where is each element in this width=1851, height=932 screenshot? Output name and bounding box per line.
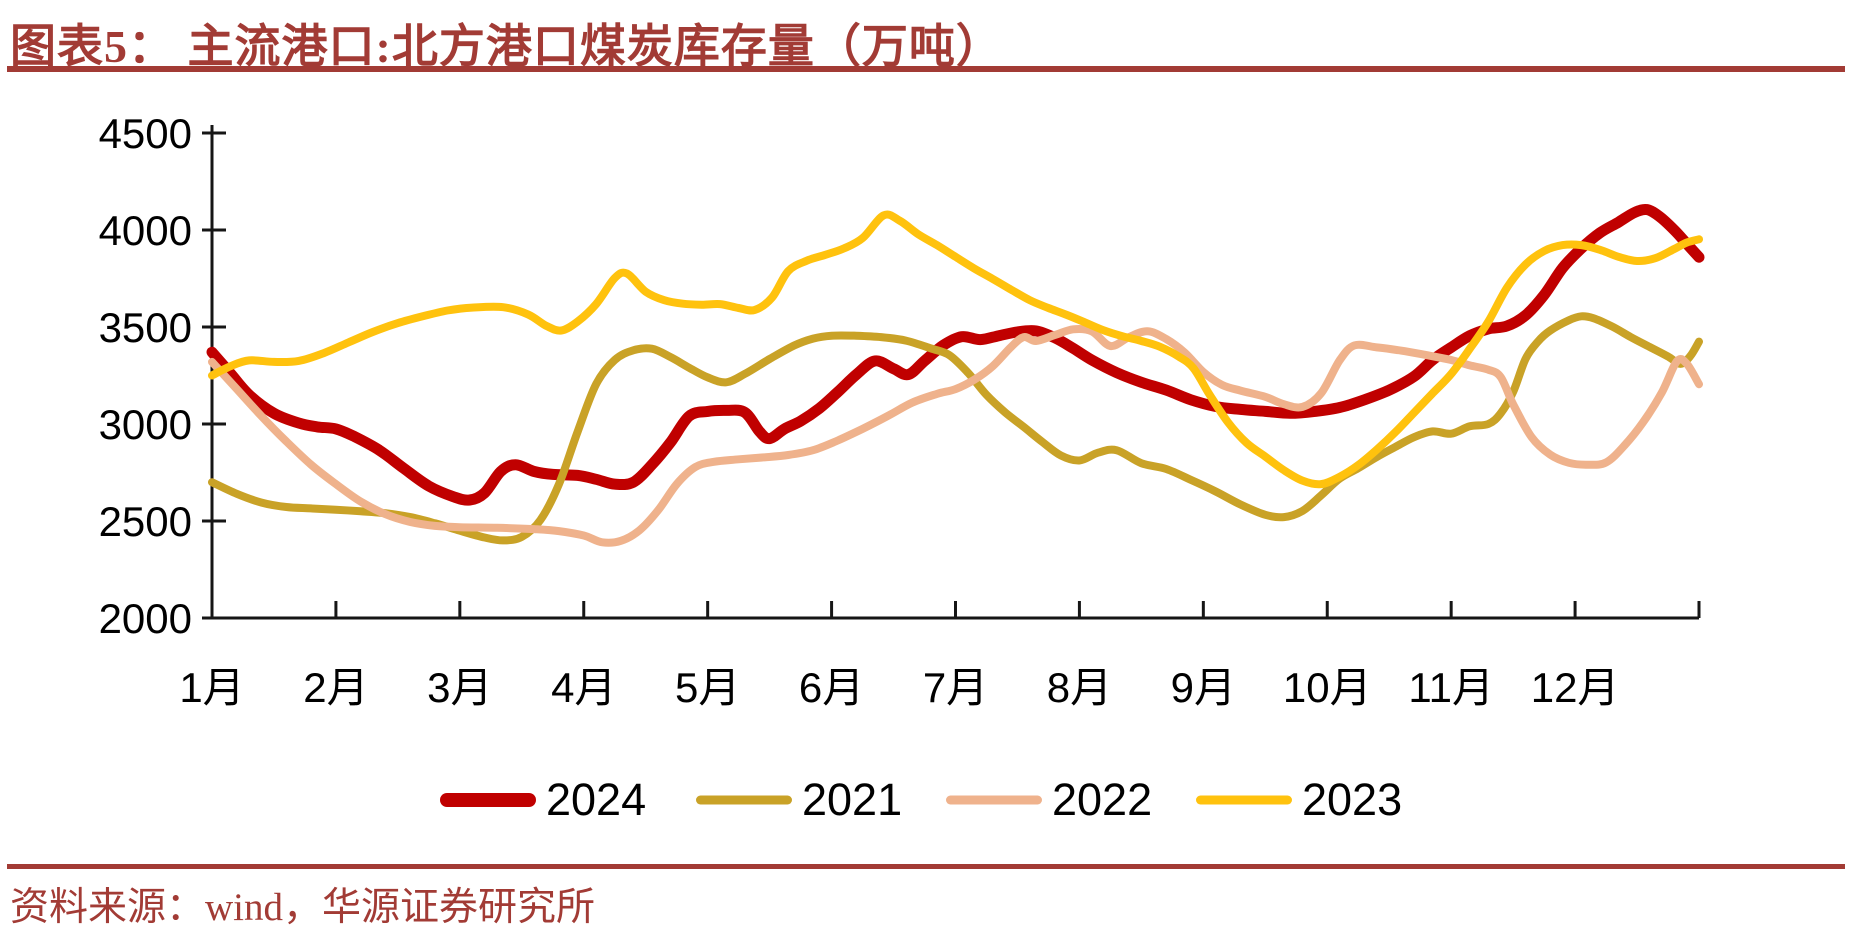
legend-label-2024: 2024 bbox=[546, 774, 646, 825]
y-axis-label: 4500 bbox=[99, 110, 192, 157]
x-axis-label: 9月 bbox=[1171, 664, 1236, 711]
coal-inventory-line-chart: 2000 2500 3000 3500 4000 4500 1月 2月 3月 4月 5月 6月 7月 8月… bbox=[99, 110, 1705, 825]
legend-label-2022: 2022 bbox=[1052, 774, 1152, 825]
x-axis-label: 5月 bbox=[675, 664, 740, 711]
y-axis-label: 3500 bbox=[99, 304, 192, 351]
series-line-2022 bbox=[208, 324, 1703, 547]
source-text: 资料来源：wind，华源证券研究所 bbox=[10, 886, 596, 929]
x-axis-label: 7月 bbox=[923, 664, 988, 711]
x-axis-label: 4月 bbox=[551, 664, 616, 711]
x-axis-label: 12月 bbox=[1531, 664, 1620, 711]
source-rule bbox=[7, 864, 1845, 869]
title-rule bbox=[7, 66, 1845, 72]
x-axis-label: 11月 bbox=[1408, 664, 1494, 711]
legend-swatch-2023 bbox=[1196, 795, 1292, 805]
x-axis-label: 3月 bbox=[427, 664, 492, 711]
x-axis-label: 10月 bbox=[1283, 664, 1372, 711]
x-axis-label: 6月 bbox=[799, 664, 864, 711]
y-axis-label: 2000 bbox=[99, 595, 192, 642]
figure-title: 图表5： 主流港口:北方港口煤炭库存量（万吨） bbox=[10, 21, 1003, 72]
legend-swatch-2024 bbox=[440, 793, 536, 807]
y-axis-label: 3000 bbox=[99, 401, 192, 448]
legend-label-2023: 2023 bbox=[1302, 774, 1402, 825]
legend-swatch-2021 bbox=[696, 795, 792, 805]
series-line-2021 bbox=[208, 312, 1703, 545]
series-line-2023 bbox=[208, 210, 1703, 489]
x-axis-label: 1月 bbox=[179, 664, 244, 711]
y-axis-label: 2500 bbox=[99, 498, 192, 545]
legend-label-2021: 2021 bbox=[802, 774, 902, 825]
x-axis-label: 8月 bbox=[1047, 664, 1112, 711]
x-axis-label: 2月 bbox=[303, 664, 368, 711]
y-axis-label: 4000 bbox=[99, 207, 192, 254]
legend-swatch-2022 bbox=[946, 795, 1042, 805]
